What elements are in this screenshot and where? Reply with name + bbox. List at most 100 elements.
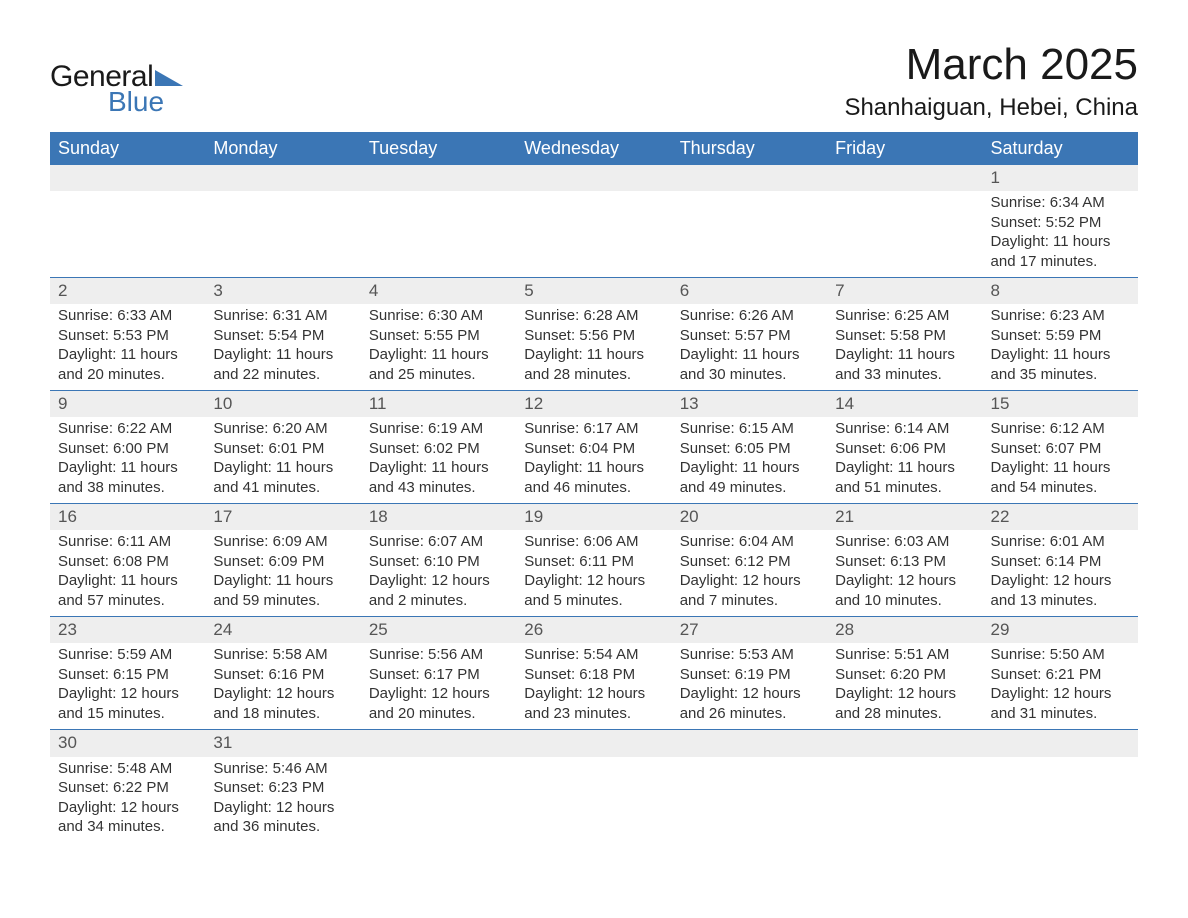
day-number-row: 9101112131415 bbox=[50, 391, 1138, 418]
day-daylight1: Daylight: 12 hours bbox=[58, 798, 197, 818]
day-number-cell bbox=[361, 165, 516, 191]
day-data-cell: Sunrise: 6:09 AMSunset: 6:09 PMDaylight:… bbox=[205, 530, 360, 617]
day-data-cell: Sunrise: 6:06 AMSunset: 6:11 PMDaylight:… bbox=[516, 530, 671, 617]
day-sunrise: Sunrise: 6:17 AM bbox=[524, 419, 663, 439]
day-daylight2: and 15 minutes. bbox=[58, 704, 197, 724]
day-data-cell: Sunrise: 6:33 AMSunset: 5:53 PMDaylight:… bbox=[50, 304, 205, 391]
day-number-cell: 25 bbox=[361, 617, 516, 644]
day-daylight2: and 59 minutes. bbox=[213, 591, 352, 611]
day-sunset: Sunset: 6:02 PM bbox=[369, 439, 508, 459]
day-sunrise: Sunrise: 5:48 AM bbox=[58, 759, 197, 779]
day-sunrise: Sunrise: 6:34 AM bbox=[991, 193, 1130, 213]
day-daylight1: Daylight: 11 hours bbox=[213, 571, 352, 591]
day-daylight2: and 30 minutes. bbox=[680, 365, 819, 385]
day-daylight2: and 10 minutes. bbox=[835, 591, 974, 611]
day-data-row: Sunrise: 6:33 AMSunset: 5:53 PMDaylight:… bbox=[50, 304, 1138, 391]
day-sunset: Sunset: 5:58 PM bbox=[835, 326, 974, 346]
day-number-cell bbox=[205, 165, 360, 191]
day-daylight1: Daylight: 11 hours bbox=[58, 458, 197, 478]
day-data-cell: Sunrise: 5:54 AMSunset: 6:18 PMDaylight:… bbox=[516, 643, 671, 730]
day-data-cell: Sunrise: 6:12 AMSunset: 6:07 PMDaylight:… bbox=[983, 417, 1138, 504]
day-daylight1: Daylight: 11 hours bbox=[991, 458, 1130, 478]
day-data-cell: Sunrise: 6:34 AMSunset: 5:52 PMDaylight:… bbox=[983, 191, 1138, 278]
day-sunset: Sunset: 5:54 PM bbox=[213, 326, 352, 346]
day-daylight1: Daylight: 12 hours bbox=[58, 684, 197, 704]
day-header: Wednesday bbox=[516, 132, 671, 165]
day-number-row: 3031 bbox=[50, 730, 1138, 757]
day-data-cell bbox=[50, 191, 205, 278]
day-sunrise: Sunrise: 6:25 AM bbox=[835, 306, 974, 326]
day-data-cell bbox=[672, 191, 827, 278]
day-data-cell: Sunrise: 6:19 AMSunset: 6:02 PMDaylight:… bbox=[361, 417, 516, 504]
day-header: Friday bbox=[827, 132, 982, 165]
day-daylight1: Daylight: 12 hours bbox=[835, 684, 974, 704]
day-daylight1: Daylight: 12 hours bbox=[524, 571, 663, 591]
day-sunrise: Sunrise: 5:58 AM bbox=[213, 645, 352, 665]
day-daylight2: and 57 minutes. bbox=[58, 591, 197, 611]
day-data-cell: Sunrise: 6:20 AMSunset: 6:01 PMDaylight:… bbox=[205, 417, 360, 504]
title-block: March 2025 Shanhaiguan, Hebei, China bbox=[844, 40, 1138, 122]
day-daylight2: and 26 minutes. bbox=[680, 704, 819, 724]
day-number-cell bbox=[827, 730, 982, 757]
day-number-cell bbox=[672, 730, 827, 757]
day-number-cell bbox=[516, 730, 671, 757]
day-header: Saturday bbox=[983, 132, 1138, 165]
day-daylight1: Daylight: 12 hours bbox=[680, 684, 819, 704]
day-data-cell: Sunrise: 6:17 AMSunset: 6:04 PMDaylight:… bbox=[516, 417, 671, 504]
day-daylight1: Daylight: 12 hours bbox=[213, 684, 352, 704]
day-data-cell: Sunrise: 6:31 AMSunset: 5:54 PMDaylight:… bbox=[205, 304, 360, 391]
day-sunrise: Sunrise: 6:20 AM bbox=[213, 419, 352, 439]
day-daylight2: and 36 minutes. bbox=[213, 817, 352, 837]
day-number-cell: 28 bbox=[827, 617, 982, 644]
day-data-row: Sunrise: 6:34 AMSunset: 5:52 PMDaylight:… bbox=[50, 191, 1138, 278]
day-sunset: Sunset: 5:53 PM bbox=[58, 326, 197, 346]
day-sunrise: Sunrise: 5:54 AM bbox=[524, 645, 663, 665]
day-daylight2: and 35 minutes. bbox=[991, 365, 1130, 385]
day-number-cell: 23 bbox=[50, 617, 205, 644]
day-number-row: 16171819202122 bbox=[50, 504, 1138, 531]
day-number-cell: 14 bbox=[827, 391, 982, 418]
day-daylight2: and 43 minutes. bbox=[369, 478, 508, 498]
day-data-cell bbox=[827, 191, 982, 278]
day-data-cell: Sunrise: 5:58 AMSunset: 6:16 PMDaylight:… bbox=[205, 643, 360, 730]
day-sunrise: Sunrise: 6:14 AM bbox=[835, 419, 974, 439]
day-daylight2: and 13 minutes. bbox=[991, 591, 1130, 611]
day-daylight1: Daylight: 11 hours bbox=[524, 458, 663, 478]
day-daylight1: Daylight: 11 hours bbox=[58, 571, 197, 591]
day-sunset: Sunset: 6:00 PM bbox=[58, 439, 197, 459]
day-daylight1: Daylight: 11 hours bbox=[369, 458, 508, 478]
day-number-cell: 10 bbox=[205, 391, 360, 418]
day-sunset: Sunset: 6:04 PM bbox=[524, 439, 663, 459]
day-sunset: Sunset: 6:23 PM bbox=[213, 778, 352, 798]
day-daylight1: Daylight: 12 hours bbox=[213, 798, 352, 818]
day-data-cell bbox=[983, 757, 1138, 843]
day-daylight1: Daylight: 11 hours bbox=[680, 345, 819, 365]
day-data-cell: Sunrise: 6:15 AMSunset: 6:05 PMDaylight:… bbox=[672, 417, 827, 504]
day-data-cell bbox=[361, 757, 516, 843]
day-data-cell bbox=[516, 191, 671, 278]
day-sunrise: Sunrise: 6:03 AM bbox=[835, 532, 974, 552]
day-data-row: Sunrise: 5:59 AMSunset: 6:15 PMDaylight:… bbox=[50, 643, 1138, 730]
day-daylight2: and 49 minutes. bbox=[680, 478, 819, 498]
day-number-cell: 4 bbox=[361, 278, 516, 305]
day-sunset: Sunset: 6:10 PM bbox=[369, 552, 508, 572]
day-number-cell: 22 bbox=[983, 504, 1138, 531]
day-sunrise: Sunrise: 6:19 AM bbox=[369, 419, 508, 439]
day-sunset: Sunset: 5:52 PM bbox=[991, 213, 1130, 233]
day-header: Monday bbox=[205, 132, 360, 165]
day-data-cell bbox=[827, 757, 982, 843]
day-sunset: Sunset: 5:55 PM bbox=[369, 326, 508, 346]
day-number-row: 1 bbox=[50, 165, 1138, 191]
day-daylight1: Daylight: 11 hours bbox=[213, 345, 352, 365]
day-daylight1: Daylight: 12 hours bbox=[991, 684, 1130, 704]
day-sunrise: Sunrise: 5:50 AM bbox=[991, 645, 1130, 665]
day-header: Sunday bbox=[50, 132, 205, 165]
day-data-cell bbox=[516, 757, 671, 843]
day-daylight1: Daylight: 11 hours bbox=[835, 345, 974, 365]
day-sunset: Sunset: 6:01 PM bbox=[213, 439, 352, 459]
day-data-cell: Sunrise: 5:56 AMSunset: 6:17 PMDaylight:… bbox=[361, 643, 516, 730]
day-sunrise: Sunrise: 6:31 AM bbox=[213, 306, 352, 326]
day-sunset: Sunset: 6:05 PM bbox=[680, 439, 819, 459]
day-sunset: Sunset: 6:13 PM bbox=[835, 552, 974, 572]
day-sunset: Sunset: 5:57 PM bbox=[680, 326, 819, 346]
